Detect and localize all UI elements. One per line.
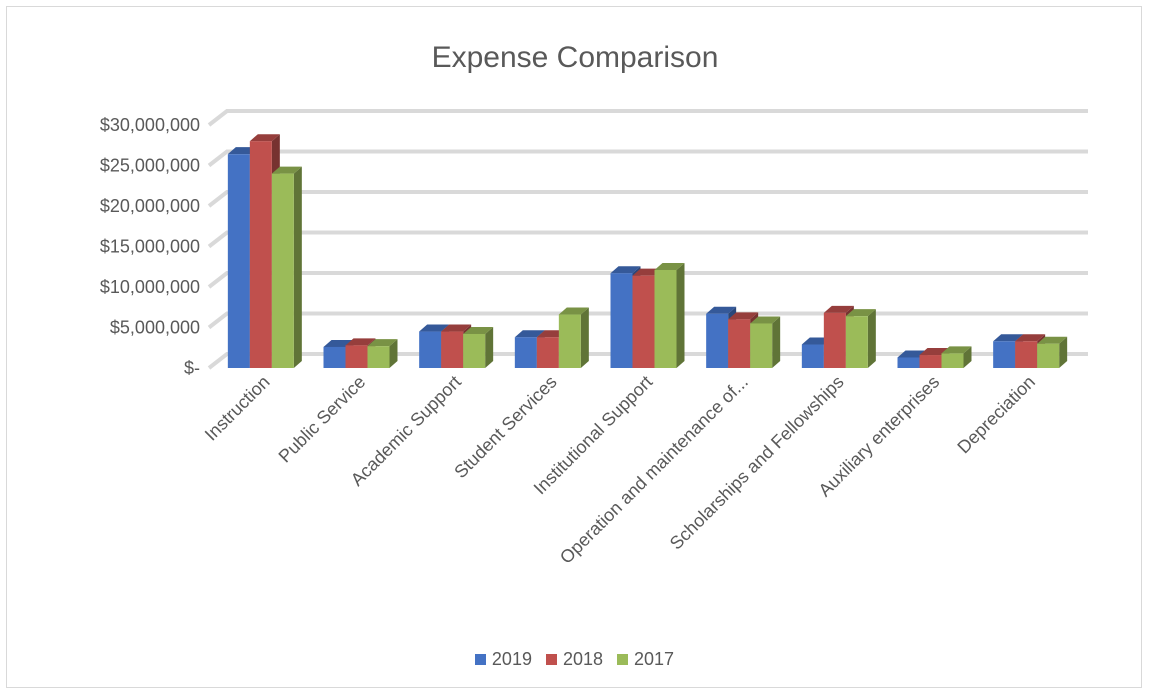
y-tick-label: $15,000,000 <box>100 237 200 257</box>
gridline <box>207 352 1088 370</box>
legend-swatch <box>545 654 557 665</box>
bar <box>750 316 781 368</box>
category-label: Student Services <box>450 372 560 482</box>
bars <box>227 134 1068 368</box>
legend-swatch <box>474 654 486 665</box>
gridline <box>207 271 1088 289</box>
gridline <box>207 149 1088 168</box>
legend-item: 2017 <box>617 649 674 670</box>
legend-label: 2017 <box>634 649 675 669</box>
y-tick-label: $10,000,000 <box>100 277 200 297</box>
gridline <box>207 190 1088 208</box>
bar <box>1037 336 1068 368</box>
bar <box>845 309 876 368</box>
y-axis: $- $5,000,000 $10,000,000 $15,000,000 $20,00… <box>100 115 200 378</box>
bar <box>367 339 398 368</box>
category-label: Instruction <box>201 372 274 445</box>
bar <box>463 326 494 368</box>
y-tick-label: $20,000,000 <box>100 196 200 216</box>
legend-label: 2018 <box>562 649 604 669</box>
bar <box>654 262 685 368</box>
gridline <box>207 311 1088 330</box>
category-label: Scholarships and Fellowships <box>666 372 848 554</box>
bar <box>558 307 589 368</box>
y-tick-label: $25,000,000 <box>100 156 200 176</box>
legend-label: 2019 <box>491 649 532 669</box>
legend: 2019 2018 2017 <box>0 649 1149 670</box>
legend-swatch <box>617 654 629 665</box>
y-tick-label: $5,000,000 <box>110 318 200 338</box>
gridline <box>207 230 1088 249</box>
bar <box>271 166 302 368</box>
y-tick-label: $30,000,000 <box>100 115 200 135</box>
legend-item: 2018 <box>545 649 604 670</box>
gridlines <box>207 109 1088 370</box>
chart-title: Expense Comparison <box>431 41 719 74</box>
category-label: Public Service <box>275 372 370 467</box>
legend-item: 2019 <box>474 649 532 670</box>
bar <box>941 346 972 368</box>
gridline <box>207 109 1088 127</box>
category-label: Operation and maintenance of... <box>556 372 752 568</box>
y-tick-label: $- <box>184 358 200 378</box>
category-label: Depreciation <box>953 372 1039 458</box>
